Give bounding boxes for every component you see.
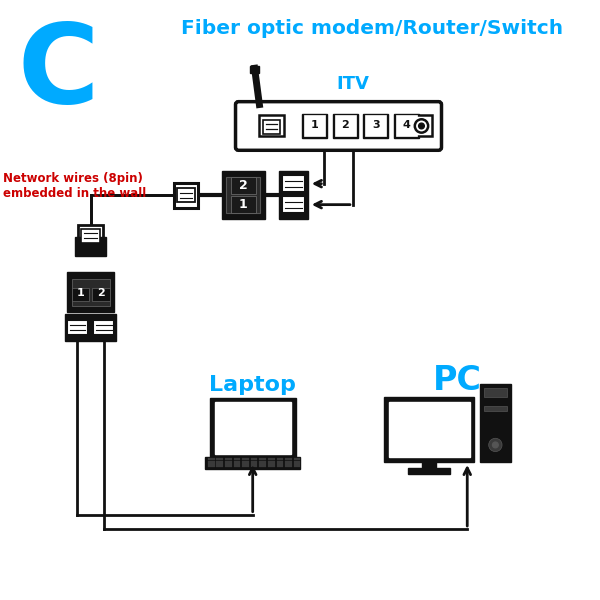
Bar xyxy=(250,67,259,73)
Bar xyxy=(480,384,511,462)
Bar xyxy=(225,464,232,467)
Text: PC: PC xyxy=(433,364,482,397)
Circle shape xyxy=(415,119,428,133)
Bar xyxy=(233,464,240,467)
Text: 4: 4 xyxy=(402,120,410,130)
Bar xyxy=(411,115,432,136)
Bar xyxy=(263,120,280,134)
Text: 1: 1 xyxy=(76,289,84,298)
Bar xyxy=(217,464,223,467)
Bar xyxy=(242,461,249,464)
Bar xyxy=(365,115,386,136)
Bar xyxy=(226,177,260,213)
Bar xyxy=(282,175,305,192)
Bar xyxy=(484,388,507,397)
Bar xyxy=(233,461,240,464)
Text: C: C xyxy=(17,19,98,125)
Text: 2: 2 xyxy=(239,179,248,192)
Bar xyxy=(280,171,308,219)
Bar xyxy=(233,458,240,460)
Bar xyxy=(65,314,116,341)
FancyBboxPatch shape xyxy=(236,101,442,150)
Bar xyxy=(333,113,358,139)
Bar xyxy=(251,458,257,460)
Bar xyxy=(217,461,223,464)
Bar xyxy=(71,287,89,301)
Circle shape xyxy=(419,123,424,129)
Bar xyxy=(335,115,356,136)
Text: Fiber optic modem/Router/Switch: Fiber optic modem/Router/Switch xyxy=(181,19,563,38)
Bar xyxy=(293,464,301,467)
Bar xyxy=(285,461,292,464)
Bar xyxy=(304,115,325,136)
Circle shape xyxy=(397,120,408,131)
Bar xyxy=(384,397,475,462)
Bar xyxy=(259,464,266,467)
Circle shape xyxy=(489,438,502,452)
Bar xyxy=(268,464,275,467)
Bar xyxy=(396,115,417,136)
Bar xyxy=(242,464,249,467)
Bar xyxy=(92,287,110,301)
Bar xyxy=(293,458,301,460)
Bar xyxy=(268,458,275,460)
Bar xyxy=(277,458,283,460)
Bar xyxy=(251,464,257,467)
Bar xyxy=(173,183,199,208)
Bar xyxy=(208,461,215,464)
Bar xyxy=(293,461,301,464)
Bar xyxy=(484,406,507,410)
Bar xyxy=(422,460,436,470)
Bar xyxy=(268,461,275,464)
Bar xyxy=(259,461,266,464)
Bar xyxy=(364,113,388,139)
Text: 3: 3 xyxy=(372,120,380,130)
Text: Network wires (8pin)
embedded in the wall: Network wires (8pin) embedded in the wal… xyxy=(3,172,146,200)
Text: 1: 1 xyxy=(239,198,248,211)
Bar xyxy=(71,279,110,306)
Bar xyxy=(282,196,305,213)
Bar xyxy=(210,398,296,457)
Text: Laptop: Laptop xyxy=(209,375,296,395)
Bar xyxy=(225,461,232,464)
Bar xyxy=(394,113,419,139)
Bar xyxy=(208,458,215,460)
Bar xyxy=(285,464,292,467)
Bar xyxy=(67,272,115,313)
Bar xyxy=(277,461,283,464)
Bar xyxy=(285,458,292,460)
Bar xyxy=(251,461,257,464)
Bar xyxy=(242,458,249,460)
Bar xyxy=(231,177,256,194)
Bar xyxy=(81,229,100,243)
Bar xyxy=(215,402,291,454)
Bar xyxy=(94,320,115,335)
Bar xyxy=(259,458,266,460)
Bar xyxy=(205,457,301,469)
Bar xyxy=(208,464,215,467)
Text: 1: 1 xyxy=(311,120,319,130)
Circle shape xyxy=(493,442,498,448)
Bar xyxy=(178,188,194,202)
Bar xyxy=(302,113,327,139)
Bar xyxy=(277,464,283,467)
Text: 2: 2 xyxy=(97,289,105,298)
Text: 2: 2 xyxy=(341,120,349,130)
Bar xyxy=(259,115,284,136)
Bar xyxy=(408,468,450,473)
Bar xyxy=(67,320,88,335)
Bar xyxy=(231,196,256,213)
Bar xyxy=(225,458,232,460)
Bar xyxy=(78,224,103,245)
Bar xyxy=(217,458,223,460)
Text: ITV: ITV xyxy=(337,75,369,93)
Bar xyxy=(389,402,470,457)
Bar xyxy=(222,171,265,219)
Bar xyxy=(76,237,106,256)
